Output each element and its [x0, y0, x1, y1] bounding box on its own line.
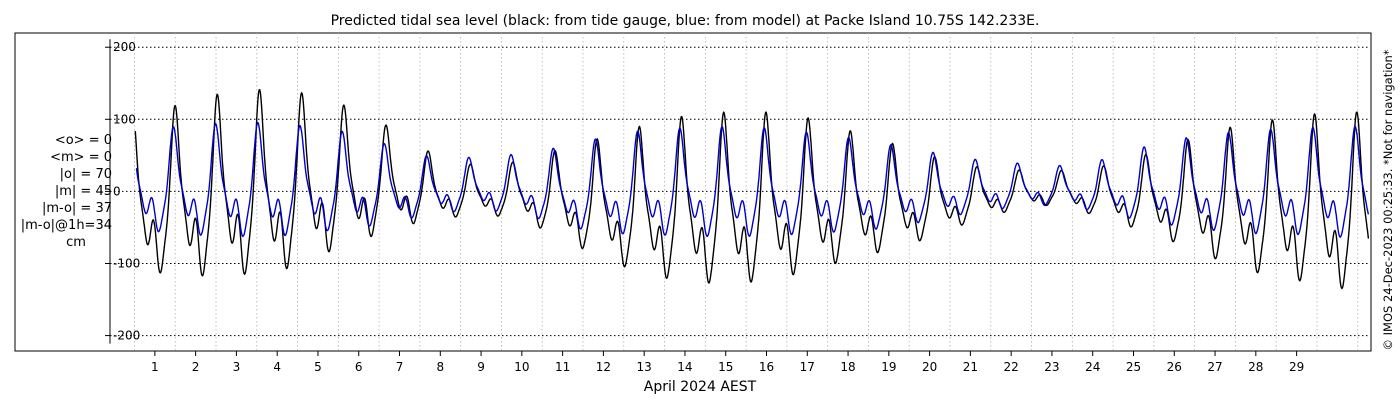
x-tick-label: 29	[1289, 360, 1304, 374]
series-model-line	[135, 121, 1370, 238]
x-tick-label: 8	[436, 360, 444, 374]
stats-panel: <o> = 0 <m> = 0 |o| = 70 |m| = 45 |m-o| …	[0, 132, 112, 251]
x-tick-label: 6	[355, 360, 363, 374]
x-tick-label: 5	[314, 360, 322, 374]
x-tick-label: 19	[881, 360, 896, 374]
plot-frame	[14, 32, 1372, 352]
x-tick-label: 22	[1004, 360, 1019, 374]
x-tick-label: 14	[677, 360, 692, 374]
x-tick-label: 11	[555, 360, 570, 374]
data-series	[134, 88, 1370, 290]
y-tick-label: 100	[113, 112, 136, 126]
x-tick-label: 13	[637, 360, 652, 374]
x-tick-label: 23	[1044, 360, 1059, 374]
y-tick-label: -100	[113, 256, 140, 270]
x-tick-label: 1	[151, 360, 159, 374]
stat-mean-model: <m> = 0	[50, 150, 112, 165]
x-tick-label: 10	[514, 360, 529, 374]
axes: 1 2 3 4 5 6 7 8 9 10 11 12 13 14 15 16 17 18 19 20 21 22 23 24 2…	[105, 39, 1304, 374]
stat-abs-diff: |m-o| = 37	[41, 201, 112, 216]
x-tick-label: 26	[1167, 360, 1182, 374]
x-tick-label: 17	[800, 360, 815, 374]
chart-title: Predicted tidal sea level (black: from t…	[331, 13, 1040, 29]
x-tick-label: 24	[1085, 360, 1100, 374]
x-tick-label: 25	[1126, 360, 1141, 374]
x-tick-label: 16	[759, 360, 774, 374]
y-tick-label: 0	[113, 184, 121, 198]
x-tick-label: 20	[922, 360, 937, 374]
x-tick-label: 28	[1248, 360, 1263, 374]
stat-abs-diff-1h: |m-o|@1h=34	[20, 218, 112, 233]
x-tick-label: 2	[192, 360, 200, 374]
stat-mean-obs: <o> = 0	[54, 133, 112, 148]
x-tick-label: 4	[273, 360, 281, 374]
grid-lines	[110, 33, 1370, 350]
x-tick-label: 15	[718, 360, 733, 374]
x-tick-label: 9	[477, 360, 485, 374]
x-tick-label: 21	[963, 360, 978, 374]
stat-abs-model: |m| = 45	[54, 184, 112, 199]
stat-unit: cm	[66, 235, 86, 250]
y-tick-label: -200	[113, 329, 140, 343]
x-axis-label: April 2024 AEST	[644, 379, 757, 395]
x-tick-label: 3	[233, 360, 241, 374]
x-tick-label: 18	[840, 360, 855, 374]
series-gauge-line	[134, 88, 1370, 290]
stat-abs-obs: |o| = 70	[59, 167, 112, 182]
credit-text: © IMOS 24-Dec-2023 00:25:33. *Not for na…	[1381, 49, 1395, 350]
x-tick-label: 12	[596, 360, 611, 374]
x-tick-label: 27	[1207, 360, 1222, 374]
x-tick-label: 7	[396, 360, 404, 374]
y-tick-label: 200	[113, 40, 136, 54]
